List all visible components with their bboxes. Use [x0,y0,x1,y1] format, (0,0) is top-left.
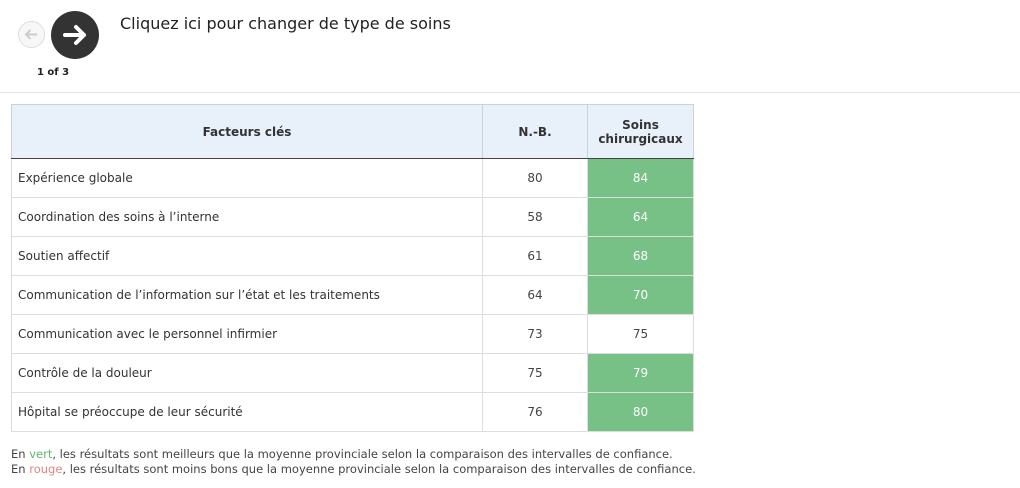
care-score: 68 [587,236,694,276]
table-row: Hôpital se préoccupe de leur sécurité 76 8… [11,392,694,432]
color-word: rouge [29,462,63,476]
results-table: Facteurs clés N.-B. Soins chirurgicaux Expé… [11,104,694,432]
table-row: Soutien affectif 61 68 [11,236,694,276]
table-row: Communication de l’information sur l’éta… [11,275,694,315]
province-score: 58 [482,197,588,237]
care-score: 75 [587,314,694,354]
next-arrow [63,25,86,45]
care-score: 84 [587,158,694,198]
factor-label: Contrôle de la douleur [11,353,483,393]
factor-label: Expérience globale [11,158,483,198]
color-word: vert [29,447,53,461]
factor-label: Coordination des soins à l’interne [11,197,483,237]
table-row: Contrôle de la douleur 75 79 [11,353,694,393]
province-score: 73 [482,314,588,354]
next-button[interactable] [51,11,99,59]
back-button[interactable] [18,21,45,48]
care-score: 79 [587,353,694,393]
header-row: Facteurs clés N.-B. Soins chirurgicaux [11,104,694,159]
pager-title: Cliquez ici pour changer de type de soin… [120,14,451,33]
column-header: Soins chirurgicaux [587,104,694,159]
care-score: 70 [587,275,694,315]
note-text: En [11,462,30,476]
province-score: 64 [482,275,588,315]
table-row: Expérience globale 80 84 [11,158,694,198]
province-score: 80 [482,158,588,198]
note-text: En [11,447,30,461]
table-body: Expérience globale 80 84 Coordination des s… [11,158,694,432]
factor-label: Soutien affectif [11,236,483,276]
province-score: 61 [482,236,588,276]
care-score: 80 [587,392,694,432]
table-row: Coordination des soins à l’interne 58 64 [11,197,694,237]
column-header: Facteurs clés [11,104,483,159]
column-header: N.-B. [482,104,588,159]
factor-label: Communication de l’information sur l’éta… [11,275,483,315]
factor-label: Hôpital se préoccupe de leur sécurité [11,392,483,432]
legend-notes: En vert, les résultats sont meilleurs qu… [11,447,696,477]
province-score: 76 [482,392,588,432]
table-row: Communication avec le personnel infirmie… [11,314,694,354]
factor-label: Communication avec le personnel infirmie… [11,314,483,354]
note-line: En vert, les résultats sont meilleurs qu… [11,447,696,462]
pager-position: 1 of 3 [36,67,70,78]
back-arrow [24,29,37,40]
care-score: 64 [587,197,694,237]
note-text: , les résultats sont moins bons que la m… [62,462,696,476]
province-score: 75 [482,353,588,393]
divider [0,92,1020,93]
note-text: , les résultats sont meilleurs que la mo… [52,447,673,461]
note-line: En rouge, les résultats sont moins bons … [11,462,696,477]
